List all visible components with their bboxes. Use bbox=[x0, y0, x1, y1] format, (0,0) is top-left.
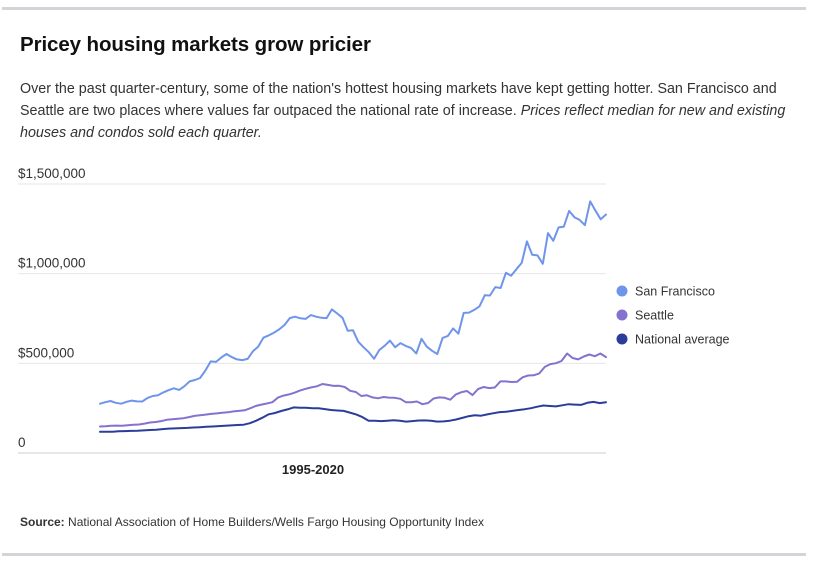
x-axis-label: 1995-2020 bbox=[282, 462, 344, 477]
series-line-national-average bbox=[99, 400, 607, 433]
legend-label: San Francisco bbox=[635, 285, 715, 299]
y-tick-label: $500,000 bbox=[18, 345, 74, 360]
top-rule bbox=[2, 7, 806, 10]
series-lines bbox=[99, 200, 607, 433]
source-label: Source: bbox=[20, 515, 65, 529]
y-tick-label: $1,000,000 bbox=[18, 256, 86, 271]
chart-description: Over the past quarter-century, some of t… bbox=[20, 78, 800, 144]
legend: San Francisco Seattle National average bbox=[616, 285, 730, 347]
legend-label: National average bbox=[635, 333, 730, 347]
series-line-seattle bbox=[99, 352, 607, 428]
source-note: Source: National Association of Home Bui… bbox=[20, 515, 484, 529]
source-text: National Association of Home Builders/We… bbox=[68, 515, 485, 529]
y-tick-label: 0 bbox=[18, 435, 26, 450]
description-note: Prices reflect median for new and existi… bbox=[20, 103, 786, 141]
y-tick-label: $1,500,000 bbox=[18, 166, 86, 181]
series-line-san-francisco bbox=[99, 200, 607, 405]
legend-swatch bbox=[616, 309, 628, 321]
legend-label: Seattle bbox=[635, 309, 674, 323]
y-axis-labels: 0 $500,000 $1,000,000 $1,500,000 bbox=[18, 166, 86, 450]
gridlines bbox=[18, 183, 606, 454]
bottom-rule bbox=[2, 553, 806, 556]
legend-swatch bbox=[616, 285, 628, 297]
description-text: Over the past quarter-century, some of t… bbox=[20, 81, 777, 119]
legend-swatch bbox=[616, 333, 628, 345]
chart-title: Pricey housing markets grow pricier bbox=[20, 33, 371, 56]
